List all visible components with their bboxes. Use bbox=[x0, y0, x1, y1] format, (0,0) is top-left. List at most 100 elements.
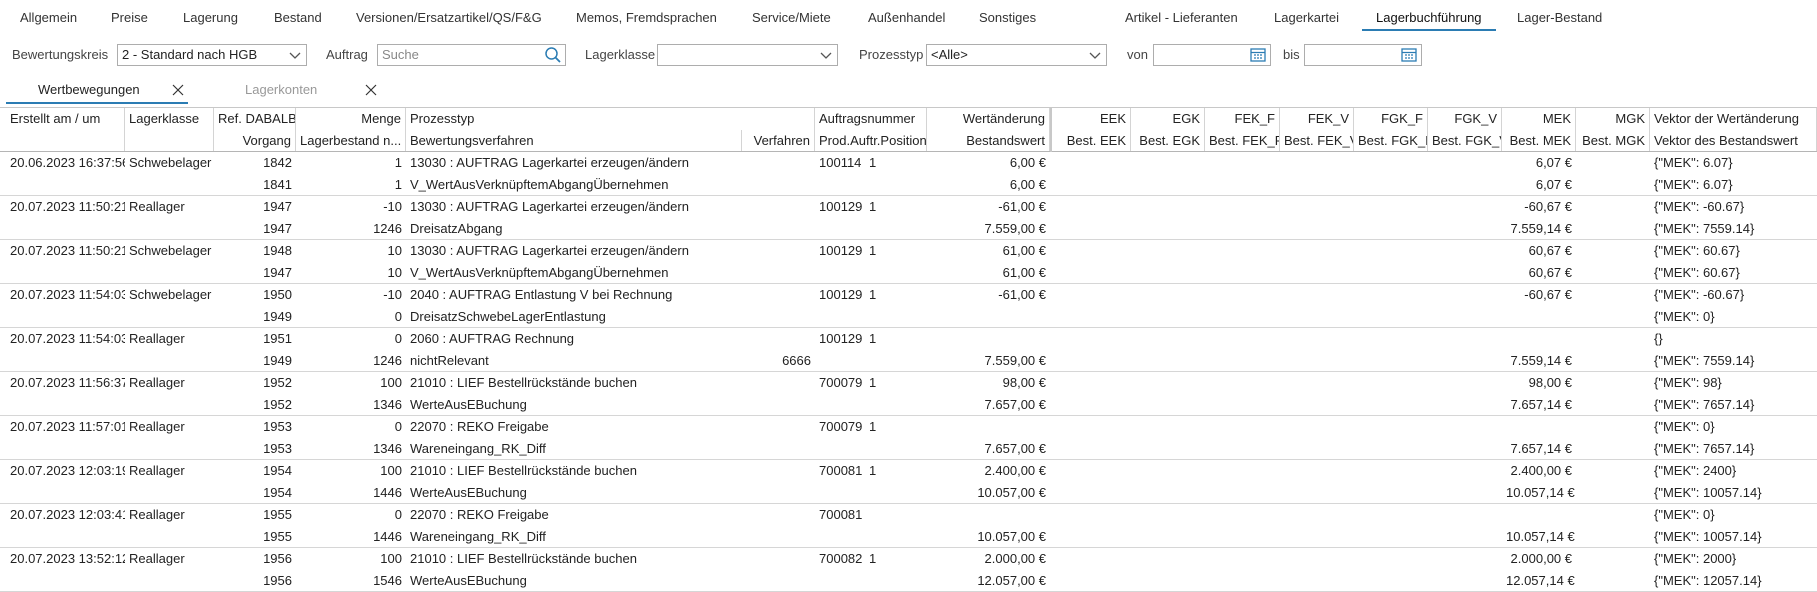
column-header[interactable]: Erstellt am / um bbox=[6, 108, 125, 130]
cell: 100129 bbox=[819, 331, 863, 346]
cell: 2.400,00 € bbox=[984, 463, 1046, 478]
close-icon[interactable] bbox=[172, 84, 184, 96]
cell: 1950 bbox=[263, 287, 292, 302]
column-header[interactable]: Menge bbox=[296, 108, 406, 130]
column-header[interactable]: Auftragsnummer bbox=[815, 108, 927, 130]
row-separator bbox=[0, 327, 1817, 328]
cell: 7.559,00 € bbox=[984, 221, 1046, 236]
header-separator bbox=[125, 130, 214, 152]
cell: WerteAusEBuchung bbox=[410, 573, 527, 588]
cell: 700082 bbox=[819, 551, 863, 566]
column-header[interactable]: FEK_V bbox=[1280, 108, 1354, 130]
column-header[interactable]: Bewertungsverfahren bbox=[406, 130, 742, 152]
cell: 1 bbox=[394, 177, 402, 192]
column-header[interactable]: EEK bbox=[1050, 108, 1131, 130]
tab[interactable]: Service/Miete bbox=[752, 10, 831, 25]
row-separator bbox=[0, 371, 1817, 372]
tab-active[interactable]: Lagerbuchführung bbox=[1376, 10, 1482, 25]
tab[interactable]: Lagerkartei bbox=[1274, 10, 1340, 25]
cell: 1 bbox=[869, 287, 877, 302]
column-header[interactable]: Best. FGK_F bbox=[1354, 130, 1428, 152]
column-header[interactable]: Best. FEK_V bbox=[1280, 130, 1354, 152]
select[interactable] bbox=[657, 44, 838, 66]
cell: 2060 : AUFTRAG Rechnung bbox=[410, 331, 575, 346]
column-header[interactable]: Vektor der Wertänderung bbox=[1650, 108, 1817, 130]
column-header[interactable]: Best. MGK bbox=[1576, 130, 1650, 152]
column-header[interactable]: Best. MEK bbox=[1502, 130, 1576, 152]
cell: 20.07.2023 11:50:21 bbox=[10, 199, 125, 214]
select[interactable]: 2 - Standard nach HGB bbox=[117, 44, 307, 66]
date-input[interactable] bbox=[1304, 44, 1422, 66]
cell: {} bbox=[1654, 331, 1663, 346]
cell: DreisatzAbgang bbox=[410, 221, 503, 236]
column-header[interactable]: Vektor des Bestandswert bbox=[1650, 130, 1817, 152]
column-header[interactable]: Best. EEK bbox=[1050, 130, 1131, 152]
cell: 1 bbox=[869, 155, 877, 170]
column-header[interactable]: FGK_F bbox=[1354, 108, 1428, 130]
column-header[interactable]: Lagerklasse bbox=[125, 108, 214, 130]
column-header[interactable]: Bestandswert bbox=[927, 130, 1050, 152]
filter-label: bis bbox=[1283, 47, 1300, 62]
column-header[interactable]: Prozesstyp bbox=[406, 108, 815, 130]
column-header[interactable]: MEK bbox=[1502, 108, 1576, 130]
cell: {"MEK": 2400} bbox=[1654, 463, 1737, 478]
column-header[interactable]: MGK bbox=[1576, 108, 1650, 130]
column-header[interactable]: Wertänderung bbox=[927, 108, 1050, 130]
cell: {"MEK": 98} bbox=[1654, 375, 1722, 390]
cell: Schwebelager bbox=[129, 155, 212, 170]
cell: 6,07 € bbox=[1535, 177, 1572, 192]
tab[interactable]: Memos, Fremdsprachen bbox=[576, 10, 717, 25]
cell: {"MEK": 6.07} bbox=[1654, 155, 1733, 170]
tab[interactable]: Bestand bbox=[274, 10, 322, 25]
chevron-icon bbox=[1089, 52, 1101, 59]
column-header[interactable]: EGK bbox=[1131, 108, 1205, 130]
cell: 700079 bbox=[819, 419, 863, 434]
column-header[interactable]: FEK_F bbox=[1205, 108, 1280, 130]
cell: 12.057,14 € bbox=[1506, 573, 1575, 588]
tab[interactable]: Sonstiges bbox=[979, 10, 1037, 25]
cell: 13030 : AUFTRAG Lagerkartei erzeugen/änd… bbox=[410, 199, 689, 214]
cell: 6,00 € bbox=[1009, 155, 1046, 170]
subtab[interactable]: Lagerkonten bbox=[245, 82, 318, 97]
cell: 1246 bbox=[373, 221, 402, 236]
date-input[interactable] bbox=[1153, 44, 1271, 66]
filter-label: Auftrag bbox=[326, 47, 368, 62]
column-header[interactable]: Prod.Auftr.Position bbox=[815, 130, 927, 152]
close-icon[interactable] bbox=[365, 84, 377, 96]
cell: 22070 : REKO Freigabe bbox=[410, 419, 549, 434]
tab[interactable]: Lagerung bbox=[183, 10, 238, 25]
cell: {"MEK": 10057.14} bbox=[1654, 485, 1762, 500]
column-header[interactable]: Best. EGK bbox=[1131, 130, 1205, 152]
column-header[interactable]: Lagerbestand n... bbox=[296, 130, 406, 152]
calendar-icon[interactable] bbox=[1401, 47, 1417, 62]
select[interactable]: <Alle> bbox=[926, 44, 1107, 66]
tab[interactable]: Preise bbox=[111, 10, 148, 25]
column-header[interactable]: FGK_V bbox=[1428, 108, 1502, 130]
column-header[interactable]: Vorgang bbox=[214, 130, 296, 152]
tab[interactable]: Versionen/Ersatzartikel/QS/F&G bbox=[356, 10, 542, 25]
cell: Reallager bbox=[129, 507, 185, 522]
search-input[interactable]: Suche bbox=[377, 44, 566, 66]
cell: 1546 bbox=[373, 573, 402, 588]
cell: {"MEK": 0} bbox=[1654, 507, 1715, 522]
filter-label: Bewertungskreis bbox=[12, 47, 109, 62]
column-header[interactable]: Ref. DABALB bbox=[214, 108, 296, 130]
cell: WerteAusEBuchung bbox=[410, 397, 527, 412]
calendar-icon[interactable] bbox=[1250, 47, 1266, 62]
tab[interactable]: Artikel - Lieferanten bbox=[1125, 10, 1238, 25]
tab[interactable]: Allgemein bbox=[20, 10, 78, 25]
subtab-active[interactable]: Wertbewegungen bbox=[38, 82, 140, 97]
search-icon[interactable] bbox=[544, 46, 562, 64]
column-header[interactable]: Verfahren bbox=[742, 130, 815, 152]
tab[interactable]: Lager-Bestand bbox=[1517, 10, 1603, 25]
cell: 7.559,14 € bbox=[1510, 221, 1572, 236]
cell: 1954 bbox=[263, 485, 292, 500]
cell: 61,00 € bbox=[1002, 243, 1046, 258]
cell: 1949 bbox=[263, 309, 292, 324]
cell: {"MEK": 2000} bbox=[1654, 551, 1737, 566]
tab[interactable]: Außenhandel bbox=[868, 10, 946, 25]
cell: 1947 bbox=[263, 265, 292, 280]
column-header[interactable]: Best. FGK_V bbox=[1428, 130, 1502, 152]
column-header[interactable]: Best. FEK_F bbox=[1205, 130, 1280, 152]
